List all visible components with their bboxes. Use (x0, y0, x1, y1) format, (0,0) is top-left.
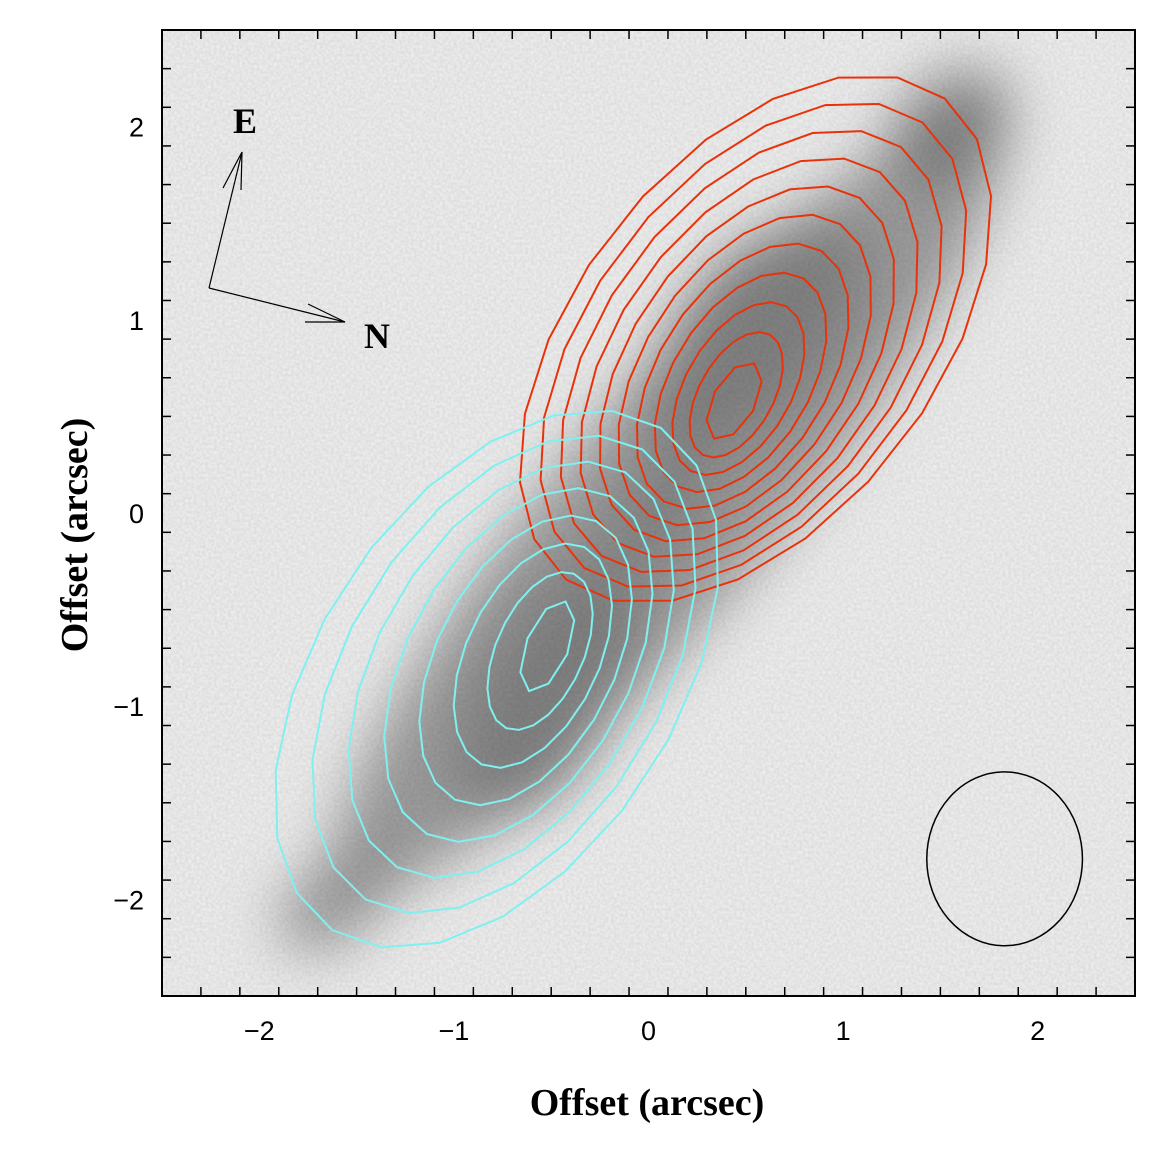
y-tick-label: 2 (129, 113, 144, 143)
east-arrowhead-icon (222, 151, 243, 191)
cyan-contour-0 (519, 600, 576, 693)
red-contour-6 (599, 185, 895, 543)
cyan-contour-1 (486, 571, 594, 731)
east-arrow (208, 151, 243, 289)
y-axis-title: Offset (arcsec) (54, 418, 96, 653)
x-axis-title: Offset (arcsec) (530, 1082, 765, 1124)
plot-frame (161, 29, 1136, 997)
greyscale-image (162, 30, 1135, 996)
y-tick-label: 1 (129, 306, 144, 336)
compass-east-label: E (233, 101, 257, 141)
y-tick-label: −1 (113, 692, 144, 722)
red-contour-8 (559, 130, 943, 573)
red-contour-0 (705, 362, 763, 440)
north-arrow (208, 287, 346, 323)
x-tick-label: 1 (836, 1016, 851, 1046)
red-contour-1 (688, 330, 784, 459)
red-contour-10 (518, 76, 993, 602)
x-tick-label: 0 (641, 1016, 656, 1046)
x-tick-label: −1 (439, 1016, 470, 1046)
y-tick-label: 0 (129, 499, 144, 529)
cyan-contour-5 (347, 460, 675, 879)
north-arrowhead-icon (305, 303, 346, 323)
cyan-contour-2 (452, 542, 614, 769)
x-tick-label: 2 (1030, 1016, 1045, 1046)
cyan-contour-7 (274, 409, 719, 949)
beam-ellipse (926, 771, 1084, 947)
red-contour-3 (653, 271, 828, 494)
cyan-contour-3 (418, 514, 633, 807)
red-contour-9 (539, 102, 968, 588)
red-contour-2 (671, 301, 806, 477)
red-contour-5 (617, 213, 872, 527)
x-tick-label: −2 (244, 1016, 275, 1046)
y-tick-label: −2 (113, 885, 144, 915)
compass (208, 151, 346, 323)
compass-north-label: N (364, 316, 390, 356)
red-contour-4 (635, 242, 850, 510)
cyan-contour-4 (383, 487, 654, 843)
cyan-contour-6 (311, 434, 697, 915)
